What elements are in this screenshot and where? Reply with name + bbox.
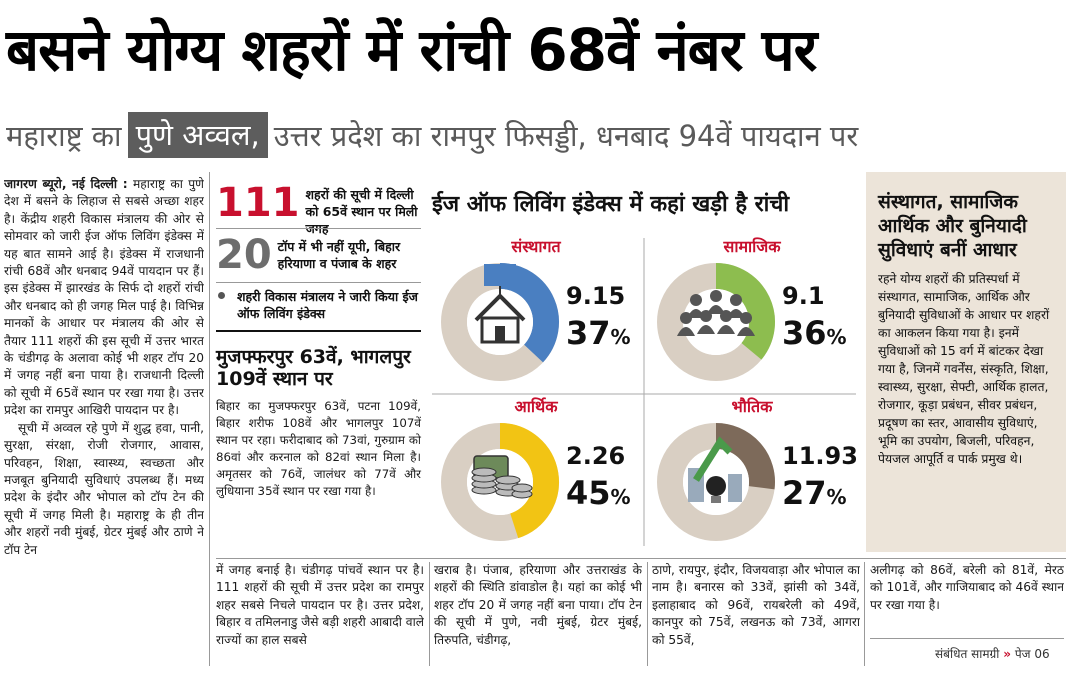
- column-divider: [864, 562, 865, 666]
- sidebox-title: मुजफ्फरपुर 63वें, भागलपुर 109वें स्थान प…: [216, 346, 411, 390]
- person-body: [737, 327, 755, 336]
- divider: [216, 282, 421, 283]
- subhead-post: उत्तर प्रदेश का रामपुर फिसड्डी, धनबाद 94…: [273, 118, 859, 153]
- bottom-col-3: खराब है। पंजाब, हरियाणा और उत्तराखंड के …: [434, 563, 642, 647]
- percent-sign: %: [827, 325, 847, 349]
- divider: [870, 638, 1064, 639]
- panel-value: 2.26: [566, 442, 625, 470]
- panel-value: 9.15: [566, 282, 625, 310]
- index-panel-4: भौतिक 11.93 27%: [657, 397, 858, 541]
- donut-hole: [467, 289, 533, 355]
- donut-hole: [683, 289, 749, 355]
- left-para-2: सूची में अव्वल रहे पुणे में शुद्ध हवा, प…: [4, 420, 204, 556]
- house-icon: [474, 264, 526, 344]
- person-head: [680, 312, 692, 324]
- subheadline: महाराष्ट्र का पुणे अव्वल, उत्तर प्रदेश क…: [6, 110, 858, 160]
- panel-percent: 36%: [782, 314, 847, 352]
- infobox-title: संस्थागत, सामाजिक आर्थिक और बुनियादी सुव…: [878, 191, 1027, 261]
- index-panel-3: आर्थिक 2.26 45%: [441, 397, 631, 541]
- divider: [216, 558, 1066, 559]
- subhead-pre: महाराष्ट्र का: [6, 118, 122, 153]
- bullet-point: शहरी विकास मंत्रालय ने जारी किया ईज ऑफ ल…: [216, 288, 421, 322]
- house-door: [495, 326, 505, 342]
- growth-arrow: [693, 436, 733, 482]
- person-body: [707, 305, 725, 314]
- related-label: संबंधित सामग्री: [935, 647, 1000, 661]
- bottom-col-5: अलीगढ़ को 86वें, बरेली को 81वें, मेरठ को…: [870, 563, 1064, 612]
- panel-label: आर्थिक: [514, 397, 558, 416]
- infrastructure-icon: [688, 436, 742, 503]
- coin: [495, 475, 521, 485]
- person-body: [717, 325, 735, 334]
- coins-icon: [471, 455, 533, 499]
- stat-20: 20 टॉप में भी नहीं यूपी, बिहार हरियाणा व…: [216, 232, 421, 278]
- panel-value: 9.1: [782, 282, 825, 310]
- left-column: जागरण ब्यूरो, नई दिल्ली : महाराष्ट्र का …: [4, 176, 204, 556]
- bullet-text: शहरी विकास मंत्रालय ने जारी किया ईज ऑफ ल…: [237, 289, 418, 321]
- index-panel-1: संस्थागत 9.15 37%: [441, 237, 631, 381]
- donut-arc: [499, 423, 559, 539]
- coin: [471, 467, 497, 477]
- stat-111: 111 शहरों की सूची में दिल्ली को 65वें स्…: [216, 180, 421, 237]
- stat-number-20: 20: [216, 232, 272, 278]
- person-body: [697, 325, 715, 334]
- column-divider: [647, 562, 648, 666]
- headline: बसने योग्य शहरों में रांची 68वें नंबर पर: [6, 16, 817, 84]
- related-content[interactable]: संबंधित सामग्री » पेज 06: [935, 645, 1050, 662]
- person-head: [730, 294, 742, 306]
- divider: [216, 228, 421, 229]
- stat-text-111: शहरों की सूची में दिल्ली को 65वें स्थान …: [305, 187, 418, 236]
- stat-number-111: 111: [216, 180, 300, 226]
- ease-of-living-graphic: ईज ऑफ लिविंग इंडेक्स में कहां खड़ी है रा…: [428, 184, 860, 550]
- sidebox-text: बिहार का मुजफ्फरपुर 63वें, पटना 109वें, …: [216, 399, 421, 498]
- stat-text-20: टॉप में भी नहीं यूपी, बिहार हरियाणा व पं…: [277, 239, 401, 271]
- left-column-tail: [4, 556, 204, 670]
- bullet-icon: [218, 292, 225, 299]
- dateline: जागरण ब्यूरो, नई दिल्ली :: [4, 177, 128, 191]
- panel-value: 11.93: [782, 442, 858, 470]
- panel-label: भौतिक: [732, 397, 774, 416]
- index-donuts: संस्थागत 9.15 37% सामाजिक 9.1 36% आर्थिक 2.26 45…: [432, 237, 858, 546]
- double-arrow-icon: »: [1003, 647, 1011, 661]
- building: [728, 474, 742, 502]
- donut-arc: [715, 263, 775, 360]
- person-head: [690, 294, 702, 306]
- left-para-1: महाराष्ट्र का पुणे देश में बसने के लिहाज…: [4, 177, 204, 418]
- column-divider: [429, 562, 430, 666]
- divider: [216, 330, 421, 332]
- person-head: [710, 290, 722, 302]
- person-body: [677, 327, 695, 336]
- panel-percent: 37%: [566, 314, 631, 352]
- panel-label: संस्थागत: [510, 237, 561, 256]
- donut-arc: [715, 423, 775, 490]
- people-icon: [677, 290, 755, 336]
- panel-label: सामाजिक: [723, 237, 782, 256]
- column-divider: [209, 172, 210, 666]
- subhead-highlight: पुणे अव्वल,: [127, 112, 268, 158]
- percent-sign: %: [827, 485, 847, 509]
- bottom-col-4: ठाणे, रायपुर, इंदौर, विजयवाड़ा और भोपाल …: [652, 563, 860, 647]
- sidebox: मुजफ्फरपुर 63वें, भागलपुर 109वें स्थान प…: [216, 346, 421, 500]
- bulb-base: [711, 496, 721, 503]
- person-head: [740, 312, 752, 324]
- panel-percent: 27%: [782, 474, 847, 512]
- infobox-text: रहने योग्य शहरों की प्रतिस्पर्धा में संस…: [878, 272, 1050, 466]
- coin: [511, 483, 533, 493]
- percent-sign: %: [611, 485, 631, 509]
- percent-sign: %: [611, 325, 631, 349]
- index-title: ईज ऑफ लिविंग इंडेक्स में कहां खड़ी है रा…: [432, 192, 790, 217]
- bottom-col-2: में जगह बनाई है। चंडीगढ़ पांचवें स्थान प…: [216, 563, 424, 647]
- panel-percent: 45%: [566, 474, 631, 512]
- person-head: [700, 310, 712, 322]
- crane-hook: [484, 264, 516, 286]
- infobox: संस्थागत, सामाजिक आर्थिक और बुनियादी सुव…: [866, 172, 1066, 552]
- person-head: [720, 310, 732, 322]
- page-ref: पेज 06: [1014, 647, 1050, 661]
- bulb: [706, 476, 726, 496]
- index-panel-2: सामाजिक 9.1 36%: [657, 237, 847, 381]
